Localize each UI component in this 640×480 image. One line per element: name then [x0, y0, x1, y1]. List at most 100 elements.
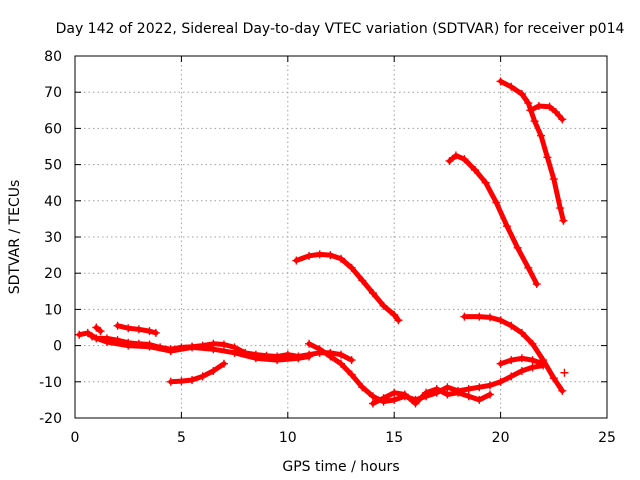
data-point: [475, 383, 484, 392]
series-arc-12: [496, 77, 568, 225]
data-point: [560, 368, 569, 377]
data-point: [145, 327, 154, 336]
data-point: [337, 350, 345, 359]
data-point: [460, 312, 469, 321]
y-tick-label: 20: [44, 266, 62, 282]
data-point: [230, 348, 239, 357]
data-point: [102, 337, 111, 346]
data-point: [292, 256, 301, 265]
data-point: [517, 90, 526, 99]
data-point: [558, 386, 567, 395]
data-point: [537, 131, 546, 140]
data-point: [368, 399, 377, 408]
data-point: [454, 388, 463, 397]
data-point: [471, 166, 480, 175]
data-point: [528, 339, 537, 348]
data-point: [251, 354, 260, 363]
data-point: [443, 390, 452, 399]
data-point: [422, 388, 431, 397]
series-arc-2: [88, 332, 314, 365]
data-point: [532, 280, 541, 289]
data-point: [305, 339, 314, 348]
data-point: [526, 106, 535, 115]
y-axis-label: SDTVAR / TECUs: [7, 180, 23, 295]
data-point: [543, 153, 552, 162]
data-point: [188, 375, 197, 384]
x-axis-label: GPS time / hours: [282, 459, 399, 475]
x-tick-label: 25: [598, 430, 616, 446]
y-tick-label: 80: [44, 49, 62, 65]
data-point: [517, 366, 526, 375]
y-tick-label: 0: [53, 339, 62, 355]
data-point: [496, 359, 505, 368]
plot-frame: [74, 55, 608, 419]
axis-ticks: 0 5 10 15 20 25 -20 -10 0 10 20 30 40 50 60 70 80: [39, 49, 616, 446]
data-point: [166, 347, 175, 356]
data-point: [337, 254, 345, 263]
data-point: [368, 392, 377, 401]
data-point: [219, 359, 228, 368]
data-point: [294, 354, 303, 363]
data-point: [326, 352, 335, 361]
data-point: [534, 101, 543, 110]
data-point: [475, 395, 484, 404]
data-point: [113, 321, 122, 330]
data-point: [496, 77, 505, 86]
series-arc-9: [445, 151, 541, 289]
data-point: [315, 250, 324, 259]
y-tick-label: -10: [39, 375, 62, 391]
data-point: [400, 390, 409, 399]
y-tick-label: 10: [44, 302, 62, 318]
data-point: [151, 328, 160, 337]
data-point: [347, 263, 356, 272]
data-point: [347, 356, 356, 365]
data-point: [75, 330, 84, 339]
data-point: [315, 345, 324, 354]
series-arc-14: [560, 368, 569, 377]
data-point: [198, 372, 207, 381]
y-tick-label: 60: [44, 121, 62, 137]
data-point: [507, 321, 516, 330]
data-point: [549, 175, 558, 184]
data-point: [219, 340, 228, 349]
data-point: [305, 251, 314, 260]
y-tick-label: 70: [44, 85, 62, 101]
data-point: [145, 342, 154, 351]
data-point: [305, 352, 314, 361]
series-arc-8: [368, 385, 494, 408]
data-point: [83, 328, 92, 337]
data-point: [443, 383, 452, 392]
data-point: [559, 216, 568, 225]
data-point: [390, 388, 399, 397]
series-arc-4: [113, 321, 160, 337]
series-arc-5: [166, 359, 228, 386]
data-point: [432, 385, 441, 394]
data-point: [124, 341, 133, 350]
data-point: [524, 99, 533, 108]
data-point: [379, 394, 388, 403]
data-point: [539, 359, 548, 368]
y-tick-label: 50: [44, 158, 62, 174]
series-arc-6: [292, 250, 403, 325]
data-point: [485, 390, 494, 399]
data-point: [545, 102, 554, 111]
data-point: [166, 377, 175, 386]
data-point: [485, 381, 494, 390]
data-point: [460, 155, 469, 164]
data-point: [530, 117, 539, 126]
data-point: [528, 363, 537, 372]
series-arc-11: [496, 354, 548, 368]
data-point: [368, 289, 377, 298]
data-point: [451, 151, 460, 160]
data-point: [209, 366, 218, 375]
x-tick-label: 20: [492, 430, 510, 446]
series-band: [498, 78, 566, 224]
y-tick-label: -20: [39, 411, 62, 427]
data-point: [513, 243, 522, 252]
data-point: [528, 356, 537, 365]
data-point: [492, 198, 501, 207]
data-point: [188, 343, 197, 352]
data-point: [481, 178, 490, 187]
data-point: [124, 324, 133, 333]
